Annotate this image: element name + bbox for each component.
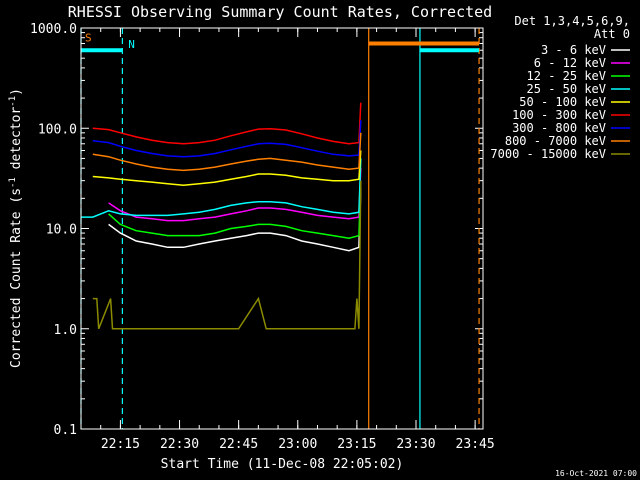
y-tick-label: 10.0 [46, 223, 77, 238]
x-tick-label: 23:15 [337, 437, 376, 452]
annotations: SN [85, 32, 135, 52]
y-tick-label: 100.0 [38, 122, 77, 137]
y-axis-label: Corrected Count Rate (s-1 detector-1) [8, 88, 24, 368]
y-tick-label: 1.0 [54, 323, 77, 338]
series-line [92, 132, 362, 172]
y-tick-labels: 0.1 1.0 10.0 100.0 1000.0 [30, 22, 483, 438]
annotation-label: N [128, 38, 135, 51]
x-tick-label: 23:00 [278, 437, 317, 452]
y-axis-label-end: ) [9, 88, 24, 96]
series-line [92, 180, 362, 330]
y-axis-label-sup2: -1 [8, 96, 18, 107]
series-line [92, 120, 362, 158]
legend-header-line2: Att 0 [594, 27, 630, 41]
legend-entry-label: 12 - 25 keV [527, 69, 606, 83]
x-tick-label: 22:15 [101, 437, 140, 452]
legend-entry-label: 7000 - 15000 keV [490, 147, 606, 161]
y-tick-label: 1000.0 [30, 22, 77, 37]
series-line [92, 102, 362, 145]
annotation-label: S [85, 32, 92, 45]
x-tick-label: 23:30 [396, 437, 435, 452]
series-lines [81, 102, 362, 330]
legend-entry-label: 800 - 7000 keV [505, 134, 606, 148]
legend-entry-label: 300 - 800 keV [512, 121, 606, 135]
plot-frame [80, 27, 484, 430]
legend-entry-label: 100 - 300 keV [512, 108, 606, 122]
series-line [81, 158, 362, 218]
y-axis-label-main: Corrected Count Rate (s [9, 188, 24, 368]
series-line [108, 188, 362, 252]
legend-entry-label: 25 - 50 keV [527, 82, 606, 96]
legend-header-line1: Det 1,3,4,5,6,9, [514, 14, 630, 28]
footer-timestamp: 16-Oct-2021 07:00 [555, 469, 637, 478]
y-axis-label-sup1: -1 [8, 177, 18, 188]
status-bars [81, 41, 480, 53]
y-tick-label: 0.1 [54, 423, 77, 438]
series-line [108, 168, 362, 222]
legend-entry-label: 3 - 6 keV [541, 43, 606, 57]
legend-entry-label: 6 - 12 keV [534, 56, 606, 70]
y-axis-label-mid: detector [9, 107, 24, 178]
legend-entry-label: 50 - 100 keV [519, 95, 606, 109]
x-tick-label: 22:45 [219, 437, 258, 452]
chart-title: RHESSI Observing Summary Count Rates, Co… [68, 3, 492, 21]
x-tick-label: 22:30 [160, 437, 199, 452]
x-tick-labels: 22:15 22:30 22:45 23:00 23:15 23:30 23:45 [80, 28, 495, 452]
x-tick-label: 23:45 [456, 437, 495, 452]
series-line [108, 180, 362, 239]
vertical-markers [80, 28, 480, 429]
series-line [92, 150, 362, 187]
x-axis-label: Start Time (11-Dec-08 22:05:02) [161, 457, 404, 472]
